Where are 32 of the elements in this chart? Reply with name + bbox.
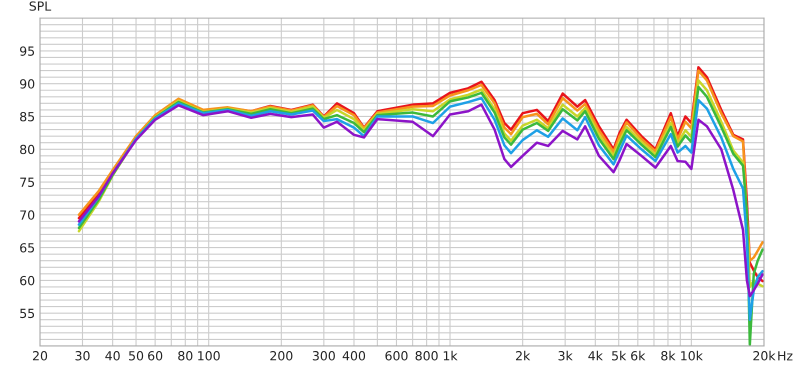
y-tick-label: 65 xyxy=(20,243,34,253)
x-tick-label: 30 xyxy=(75,351,90,360)
x-axis-title: Hz xyxy=(778,351,792,360)
x-tick-label: 6k xyxy=(631,350,646,360)
y-tick-label: 85 xyxy=(20,112,34,122)
y-tick-label: 75 xyxy=(20,178,34,187)
y-tick-label: 70 xyxy=(20,210,34,220)
x-tick-label: 5k xyxy=(612,350,626,360)
y-tick-label: 60 xyxy=(20,276,34,286)
x-tick-label: 50 xyxy=(129,351,144,360)
x-tick-label: 600 xyxy=(385,351,408,360)
y-axis-title: SPL xyxy=(30,1,52,11)
x-tick-label: 40 xyxy=(105,351,120,360)
x-tick-label: 300 xyxy=(312,351,335,360)
y-tick-label: 55 xyxy=(20,308,34,318)
y-tick-label: 80 xyxy=(20,144,34,154)
x-tick-label: 200 xyxy=(270,351,292,360)
x-tick-label: 100 xyxy=(198,351,220,360)
x-tick-label: 8k xyxy=(661,350,676,360)
y-tick-label: 90 xyxy=(20,79,34,89)
x-tick-label: 80 xyxy=(178,351,192,360)
x-tick-label: 1k xyxy=(444,350,458,360)
x-tick-label: 800 xyxy=(416,351,438,360)
y-tick-label: 95 xyxy=(20,46,34,56)
x-tick-label: 3k xyxy=(558,350,573,360)
x-tick-label: 2k xyxy=(516,350,530,360)
x-tick-label: 4k xyxy=(588,350,603,360)
x-tick-label: 20 xyxy=(32,351,48,360)
x-tick-label: 20k xyxy=(753,350,776,360)
x-tick-label: 60 xyxy=(148,351,162,360)
x-tick-label: 400 xyxy=(342,351,366,360)
x-tick-label: 10k xyxy=(681,350,703,360)
